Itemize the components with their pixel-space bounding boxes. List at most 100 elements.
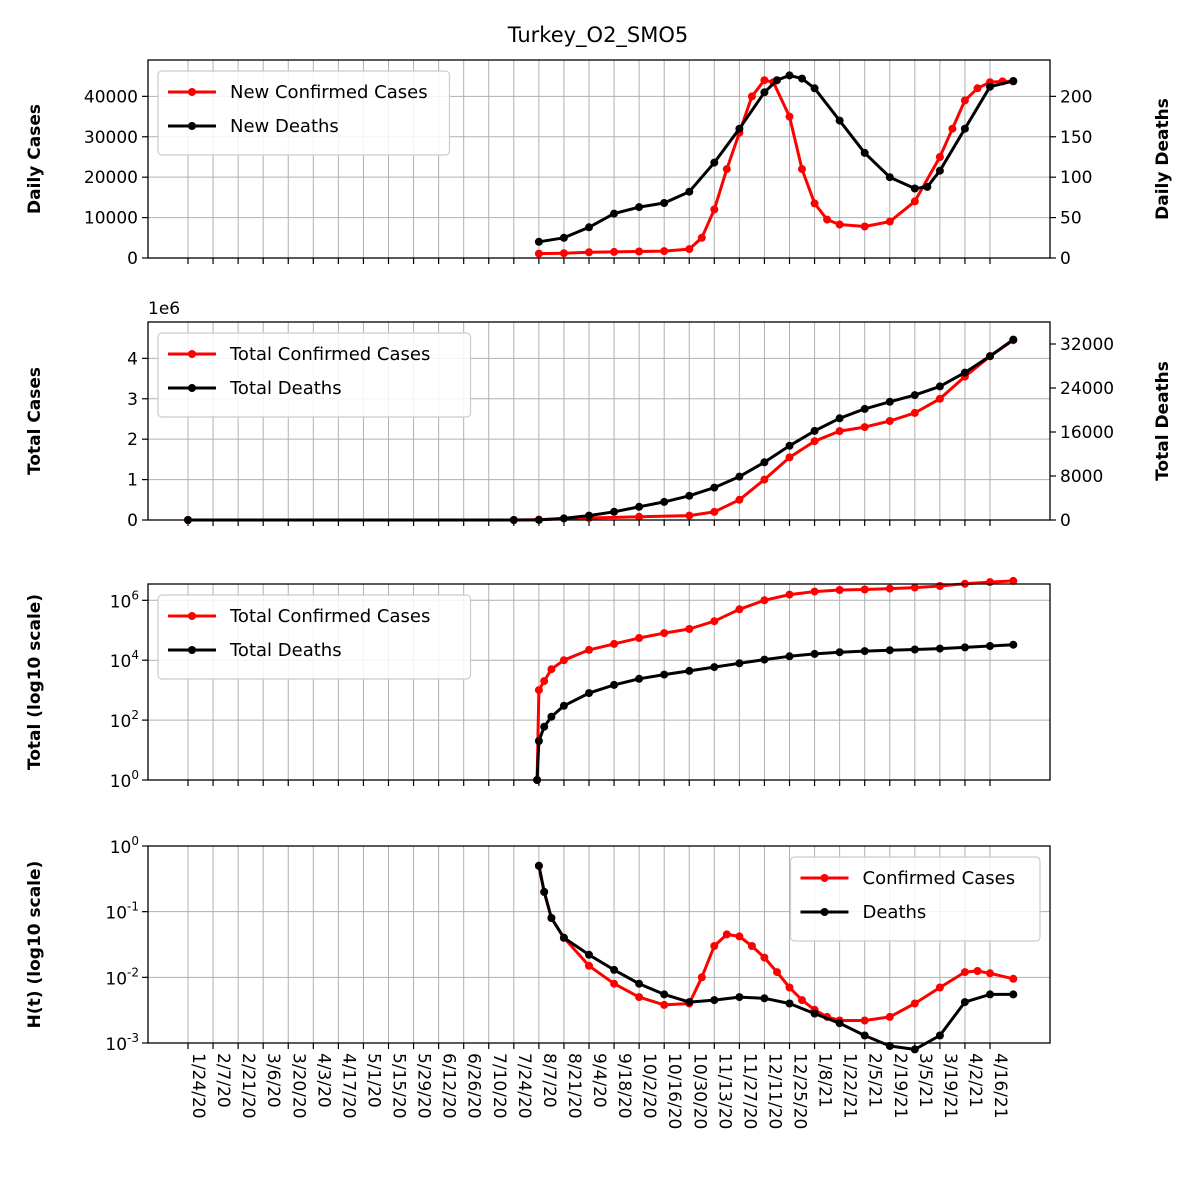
- data-point: [559, 233, 568, 242]
- data-point: [610, 979, 619, 988]
- x-tick-label: 3/20/20: [288, 1053, 308, 1119]
- data-point: [660, 670, 669, 679]
- y-tick-label: 10-3: [105, 1031, 139, 1055]
- x-tick-label: 12/11/20: [764, 1053, 784, 1129]
- data-point: [635, 634, 644, 642]
- chart-title: Turkey_O2_SMO5: [507, 23, 689, 48]
- data-point: [810, 587, 819, 596]
- data-point: [885, 1042, 894, 1050]
- legend-box: [789, 856, 1041, 942]
- x-tick-label: 8/7/20: [539, 1053, 559, 1108]
- data-point: [835, 116, 844, 125]
- data-point: [534, 237, 543, 246]
- y-tick-label-right: 100: [1060, 168, 1092, 188]
- data-point: [935, 394, 944, 403]
- data-point: [785, 983, 794, 992]
- x-tick-label: 5/29/20: [414, 1053, 434, 1119]
- data-point: [885, 646, 894, 655]
- y-tick-label: 0: [127, 511, 138, 531]
- x-tick-label: 11/27/20: [739, 1053, 759, 1129]
- data-point: [860, 423, 869, 432]
- x-tick-label: 1/8/21: [815, 1053, 835, 1108]
- y-tick-label-right: 24000: [1060, 379, 1114, 399]
- data-point: [710, 507, 719, 516]
- data-point: [910, 408, 919, 417]
- y-tick-label: 106: [110, 588, 139, 612]
- data-point: [710, 617, 719, 626]
- data-point: [1009, 77, 1018, 85]
- data-point: [835, 586, 844, 594]
- data-point: [910, 197, 919, 206]
- data-point: [559, 656, 568, 665]
- y-tick-label-right: 150: [1060, 128, 1092, 148]
- data-point: [785, 999, 794, 1008]
- data-point: [760, 76, 769, 85]
- y-tick-label-right: 0: [1060, 511, 1071, 531]
- data-point: [635, 247, 644, 256]
- legend-marker: [188, 612, 196, 620]
- data-point: [1009, 990, 1018, 999]
- y-tick-label: 10-1: [105, 900, 139, 924]
- y-tick-label: 20000: [84, 168, 138, 188]
- data-point: [585, 961, 593, 970]
- data-point: [735, 472, 744, 481]
- data-point: [559, 249, 568, 258]
- y-tick-label: 2: [127, 430, 138, 450]
- x-tick-label: 1/22/21: [840, 1053, 860, 1119]
- data-point: [585, 950, 593, 959]
- data-point: [660, 199, 669, 207]
- data-point: [785, 590, 794, 599]
- data-point: [697, 973, 706, 982]
- data-point: [559, 933, 568, 942]
- data-point: [747, 942, 756, 950]
- data-point: [785, 441, 794, 450]
- data-point: [935, 153, 944, 161]
- data-point: [559, 701, 568, 710]
- data-point: [635, 512, 644, 521]
- data-point: [860, 222, 869, 231]
- x-tick-label: 2/7/20: [213, 1053, 233, 1108]
- data-point: [685, 245, 694, 254]
- data-point: [960, 124, 969, 133]
- data-point: [935, 382, 944, 391]
- data-point: [660, 629, 669, 638]
- legend-marker: [188, 350, 196, 358]
- legend-marker: [188, 88, 196, 96]
- y-tick-label: 100: [110, 768, 139, 792]
- x-tick-label: 10/30/20: [689, 1053, 709, 1129]
- data-point: [885, 584, 894, 593]
- legend-marker: [188, 646, 196, 654]
- data-point: [722, 165, 731, 174]
- data-point: [910, 184, 919, 193]
- data-point: [885, 217, 894, 226]
- data-point: [986, 990, 994, 999]
- data-point: [534, 249, 543, 258]
- data-point: [540, 722, 549, 731]
- x-tick-label: 4/2/21: [965, 1053, 985, 1108]
- y-tick-label: 3: [127, 390, 138, 410]
- data-point: [660, 1000, 669, 1009]
- data-point: [986, 578, 994, 587]
- panel-1: 0 10000 20000 30000 40000 0 50 100 150 200 Daily C…: [25, 59, 1173, 269]
- x-tick-label: 2/5/21: [865, 1053, 885, 1108]
- data-point: [710, 158, 719, 167]
- data-point: [760, 475, 769, 484]
- data-point: [547, 914, 556, 922]
- data-point: [960, 998, 969, 1007]
- y-tick-label-right: 200: [1060, 87, 1092, 107]
- legend-box: [157, 70, 451, 156]
- y-tick-label: 4: [127, 349, 138, 369]
- data-point: [710, 205, 719, 214]
- data-point: [835, 427, 844, 436]
- plot-frame: [147, 583, 1051, 781]
- x-tick-label: 7/24/20: [514, 1053, 534, 1119]
- data-point: [760, 994, 769, 1003]
- y-axis-label-right: Total Deaths: [1153, 361, 1173, 481]
- data-point: [960, 368, 969, 377]
- data-point: [986, 969, 994, 978]
- legend-box: [157, 332, 472, 418]
- data-point: [798, 996, 806, 1005]
- data-point: [860, 585, 869, 594]
